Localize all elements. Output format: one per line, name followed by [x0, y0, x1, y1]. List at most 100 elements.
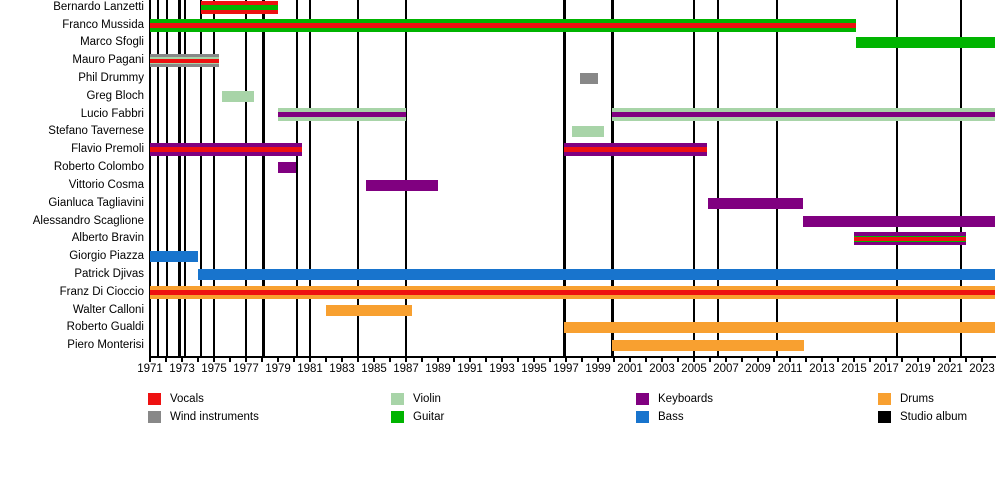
legend-label: Keyboards	[658, 393, 713, 405]
member-label: Lucio Fabbri	[80, 107, 144, 120]
studio-album-line	[959, 0, 963, 357]
axis-tick	[149, 358, 151, 362]
legend-label: Bass	[658, 411, 684, 423]
member-label: Stefano Tavernese	[48, 125, 144, 138]
violin-stripe	[612, 116, 995, 121]
axis-tick	[373, 358, 375, 362]
member-label: Alberto Bravin	[71, 232, 144, 245]
keyboards-stripe	[802, 215, 995, 227]
studio-album-line	[308, 0, 312, 357]
legend-item: Violin	[391, 393, 591, 406]
violin-legend-swatch	[391, 393, 404, 405]
axis-tick-label: 2023	[969, 363, 995, 375]
axis-tick	[229, 358, 231, 362]
member-label: Roberto Colombo	[53, 161, 144, 174]
axis-tick	[709, 358, 711, 362]
studio-album-line	[775, 0, 779, 357]
x-axis-line	[149, 356, 996, 358]
drums-stripe	[326, 304, 413, 316]
legend-item: Studio album	[878, 411, 1000, 424]
keyboards-stripe	[278, 111, 406, 117]
studio-album-line	[404, 0, 408, 357]
axis-tick	[869, 358, 871, 362]
keyboards-stripe	[612, 111, 995, 117]
guitar-stripe	[201, 4, 278, 10]
member-bar	[278, 162, 296, 174]
legend-item: Guitar	[391, 411, 591, 424]
axis-tick-label: 2011	[777, 363, 803, 375]
axis-tick	[757, 358, 759, 362]
legend-item: Vocals	[148, 393, 348, 406]
guitar-stripe	[150, 27, 856, 32]
axis-tick	[597, 358, 599, 362]
guitar-legend-swatch	[391, 411, 404, 423]
wind-stripe	[150, 64, 219, 68]
axis-tick	[309, 358, 311, 362]
keyboards-stripe	[366, 179, 438, 191]
member-label: Flavio Premoli	[71, 143, 144, 156]
axis-tick	[293, 358, 295, 362]
member-label: Roberto Gualdi	[66, 321, 144, 334]
keyboards-stripe	[150, 143, 302, 148]
guitar-stripe	[855, 37, 995, 49]
bass-stripe	[150, 251, 198, 263]
wind-legend-swatch	[148, 411, 161, 423]
studio-album-line	[156, 0, 160, 357]
axis-tick	[629, 358, 631, 362]
axis-tick	[421, 358, 423, 362]
axis-tick	[325, 358, 327, 362]
vocals-legend-swatch	[148, 393, 161, 405]
keyboards-stripe	[278, 162, 296, 174]
member-label: Giorgio Piazza	[69, 250, 144, 263]
studio-album-line	[563, 0, 566, 357]
member-bar	[326, 304, 413, 316]
vocals-stripe	[201, 9, 278, 14]
wind-stripe	[580, 73, 598, 85]
axis-tick-label: 2003	[649, 363, 675, 375]
studio-album-line	[692, 0, 696, 357]
vocals-stripe	[150, 289, 995, 295]
axis-tick	[885, 358, 887, 362]
violin-stripe	[222, 90, 254, 102]
vocals-stripe	[150, 147, 302, 153]
axis-tick	[389, 358, 391, 362]
vocals-stripe	[564, 147, 707, 153]
axis-tick	[565, 358, 567, 362]
violin-stripe	[278, 116, 406, 121]
album-legend-swatch	[878, 411, 891, 423]
legend-label: Studio album	[900, 411, 968, 423]
member-bar	[855, 37, 995, 49]
guitar-stripe	[854, 235, 966, 238]
violin-stripe	[150, 62, 219, 65]
axis-tick-label: 1983	[329, 363, 355, 375]
axis-tick	[165, 358, 167, 362]
axis-tick	[581, 358, 583, 362]
legend-item: Keyboards	[636, 393, 836, 406]
keyboards-stripe	[854, 232, 966, 236]
member-label: Mauro Pagani	[72, 54, 144, 67]
axis-tick	[277, 358, 279, 362]
violin-stripe	[612, 107, 995, 112]
vocals-stripe	[854, 237, 966, 241]
axis-tick	[837, 358, 839, 362]
axis-tick-label: 2019	[905, 363, 931, 375]
member-bar	[198, 269, 995, 280]
member-label: Greg Bloch	[86, 89, 144, 102]
member-bar	[612, 107, 995, 121]
legend-item: Bass	[636, 411, 836, 424]
axis-tick	[485, 358, 487, 362]
axis-tick-label: 1981	[297, 363, 323, 375]
member-bar	[150, 18, 856, 32]
member-bar	[708, 197, 803, 209]
axis-tick	[501, 358, 503, 362]
axis-tick-label: 1971	[137, 363, 163, 375]
legend-label: Drums	[900, 393, 934, 405]
violin-stripe	[150, 57, 219, 59]
axis-tick	[789, 358, 791, 362]
axis-tick	[469, 358, 471, 362]
studio-album-line	[611, 0, 614, 357]
axis-tick-label: 2007	[713, 363, 739, 375]
axis-tick	[549, 358, 551, 362]
member-label: Franz Di Cioccio	[59, 285, 144, 298]
member-bar	[222, 90, 254, 102]
